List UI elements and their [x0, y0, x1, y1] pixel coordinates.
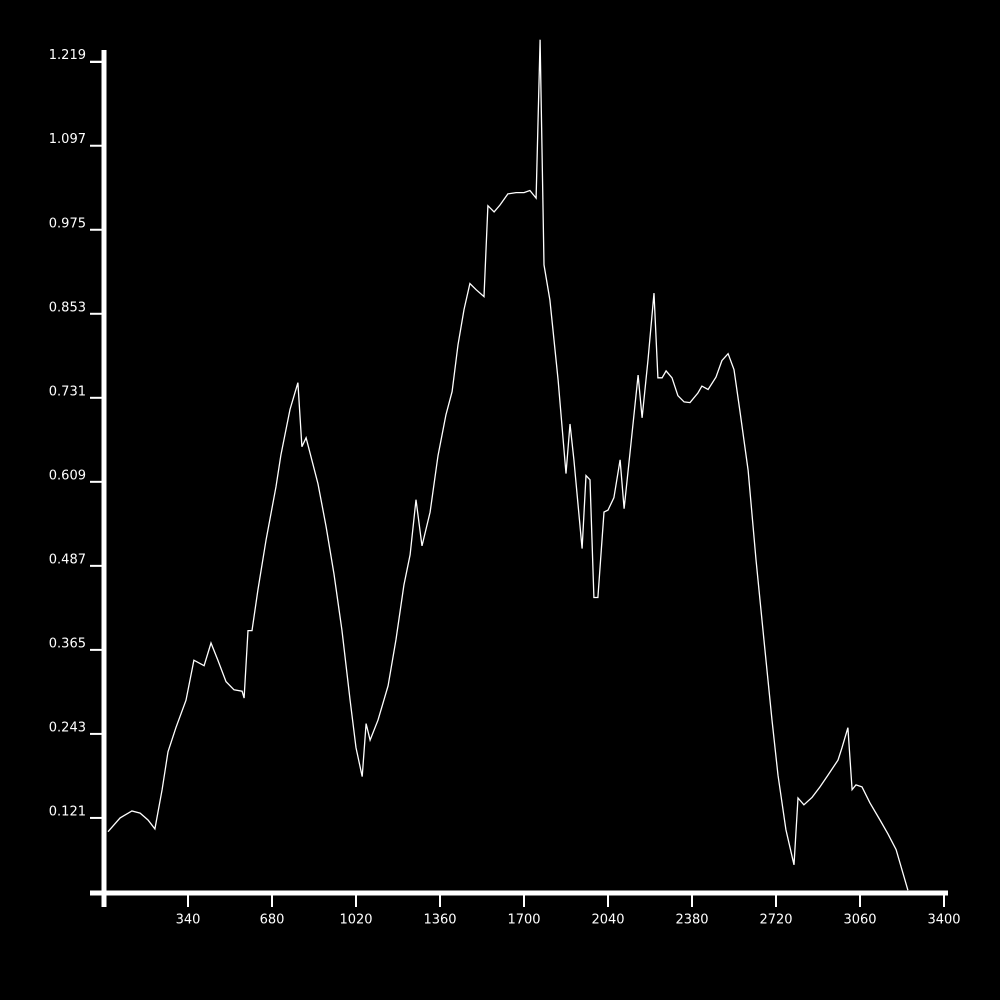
- x-tick-label: 2380: [675, 913, 708, 928]
- y-tick-label: 1.219: [49, 48, 86, 63]
- x-tick-label: 3060: [843, 913, 876, 928]
- x-tick-label: 680: [260, 913, 285, 928]
- y-tick-label: 0.975: [49, 216, 86, 231]
- y-tick-label: 0.609: [49, 468, 86, 483]
- y-tick-label: 0.365: [49, 636, 86, 651]
- x-tick-label: 340: [176, 913, 201, 928]
- y-tick-label: 0.487: [49, 552, 86, 567]
- x-tick-label: 1700: [507, 913, 540, 928]
- x-tick-label: 3400: [927, 913, 960, 928]
- x-tick-label: 2720: [759, 913, 792, 928]
- y-tick-label: 0.121: [49, 804, 86, 819]
- x-tick-label: 2040: [591, 913, 624, 928]
- y-tick-label: 0.243: [49, 720, 86, 735]
- y-tick-label: 1.097: [49, 132, 86, 147]
- y-tick-label: 0.853: [49, 300, 86, 315]
- x-tick-label: 1360: [423, 913, 456, 928]
- x-tick-label: 1020: [339, 913, 372, 928]
- y-tick-label: 0.731: [49, 384, 86, 399]
- data-line: [107, 39, 909, 891]
